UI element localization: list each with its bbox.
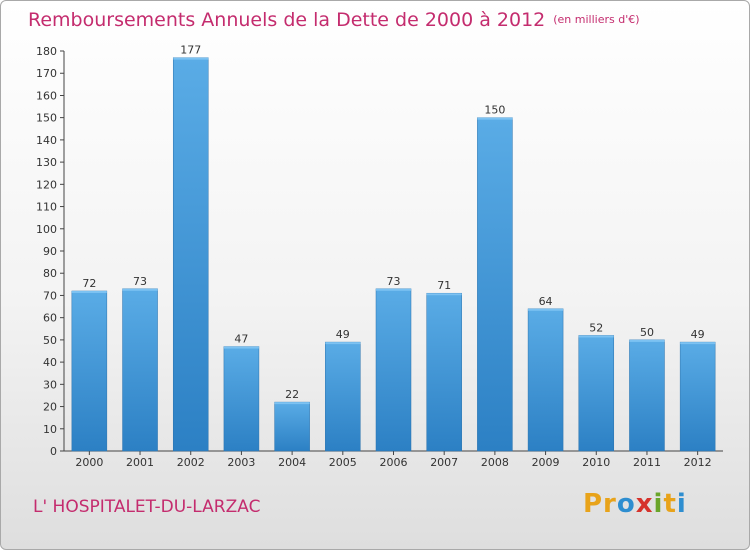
value-label-2011: 50 xyxy=(640,326,654,339)
bar-highlight-2000 xyxy=(71,291,107,293)
bar-2007 xyxy=(426,292,462,452)
y-tick-label: 170 xyxy=(36,67,57,80)
logo-part-3: x xyxy=(635,489,654,519)
value-label-2008: 150 xyxy=(484,104,505,117)
y-tick-label: 90 xyxy=(43,245,57,258)
value-label-2001: 73 xyxy=(133,275,147,288)
y-tick-label: 10 xyxy=(43,423,57,436)
x-tick-label: 2007 xyxy=(430,456,458,469)
bar-2006 xyxy=(375,288,412,452)
chart-title-text: Remboursements Annuels de la Dette de 20… xyxy=(28,9,546,31)
chart-title: Remboursements Annuels de la Dette de 20… xyxy=(28,9,640,31)
logo-part-5: t xyxy=(663,489,677,519)
y-tick-label: 130 xyxy=(36,156,57,169)
x-tick-label: 2002 xyxy=(177,456,205,469)
value-label-2009: 64 xyxy=(539,295,553,308)
value-label-2012: 49 xyxy=(691,328,705,341)
y-tick-label: 120 xyxy=(36,178,57,191)
y-tick-label: 30 xyxy=(43,378,57,391)
bar-2005 xyxy=(325,341,361,452)
x-tick-label: 2012 xyxy=(684,456,712,469)
x-tick-label: 2000 xyxy=(75,456,103,469)
value-label-2004: 22 xyxy=(285,388,299,401)
bar-highlight-2003 xyxy=(223,346,259,349)
x-tick-label: 2010 xyxy=(582,456,610,469)
y-tick-label: 60 xyxy=(43,312,57,325)
bar-highlight-2012 xyxy=(680,342,716,345)
value-label-2007: 71 xyxy=(437,279,451,292)
bar-2009 xyxy=(527,308,564,452)
y-tick-label: 110 xyxy=(36,201,57,214)
bar-highlight-2010 xyxy=(578,335,614,338)
x-tick-label: 2008 xyxy=(481,456,509,469)
x-tick-label: 2003 xyxy=(227,456,255,469)
town-name: L' HOSPITALET-DU-LARZAC xyxy=(33,497,261,517)
proxiti-logo: Proxiti xyxy=(583,489,687,519)
bar-2011 xyxy=(629,339,665,452)
bar-2008 xyxy=(477,117,513,452)
y-tick-label: 80 xyxy=(43,267,57,280)
bar-highlight-2004 xyxy=(274,402,310,405)
value-label-2000: 72 xyxy=(82,277,96,290)
bar-highlight-2011 xyxy=(629,339,665,342)
x-tick-label: 2004 xyxy=(278,456,306,469)
x-tick-label: 2009 xyxy=(532,456,560,469)
bar-2003 xyxy=(223,346,260,452)
y-tick-label: 40 xyxy=(43,356,57,369)
y-tick-label: 0 xyxy=(50,445,57,458)
x-tick-label: 2011 xyxy=(633,456,661,469)
logo-part-4: i xyxy=(653,489,664,519)
bar-highlight-2007 xyxy=(426,293,462,296)
bar-highlight-2005 xyxy=(325,342,361,345)
bar-2004 xyxy=(274,401,310,452)
bar-highlight-2001 xyxy=(122,288,158,291)
y-tick-label: 150 xyxy=(36,112,57,125)
y-tick-label: 20 xyxy=(43,401,57,414)
value-label-2005: 49 xyxy=(336,328,350,341)
bars xyxy=(71,57,716,452)
logo-part-1: Pr xyxy=(583,489,617,519)
value-label-2002: 177 xyxy=(180,44,201,57)
bar-highlight-2009 xyxy=(528,308,564,311)
bar-2012 xyxy=(679,341,716,452)
x-tick-label: 2005 xyxy=(329,456,357,469)
y-tick-label: 160 xyxy=(36,89,57,102)
bar-highlight-2008 xyxy=(477,117,513,120)
bar-2000 xyxy=(71,290,108,452)
y-tick-label: 140 xyxy=(36,134,57,147)
bar-2010 xyxy=(578,335,615,452)
bar-highlight-2006 xyxy=(376,288,411,291)
value-label-2003: 47 xyxy=(234,333,248,346)
value-label-2006: 73 xyxy=(387,275,401,288)
chart-unit: (en milliers d'€) xyxy=(553,13,640,26)
x-tick-label: 2001 xyxy=(126,456,154,469)
bar-2001 xyxy=(122,288,158,452)
logo-part-2: o xyxy=(616,489,636,519)
value-labels: 72 73 177 47 22 49 73 71 150 64 52 50 49 xyxy=(82,44,704,401)
x-tick-label: 2006 xyxy=(380,456,408,469)
y-tick-label: 180 xyxy=(36,45,57,58)
logo-part-6: i xyxy=(676,489,687,519)
y-tick-label: 100 xyxy=(36,223,57,236)
value-label-2010: 52 xyxy=(589,321,603,334)
bar-highlight-2002 xyxy=(173,57,209,60)
y-tick-label: 70 xyxy=(43,289,57,302)
y-tick-label: 50 xyxy=(43,334,57,347)
bar-2002 xyxy=(172,57,209,452)
